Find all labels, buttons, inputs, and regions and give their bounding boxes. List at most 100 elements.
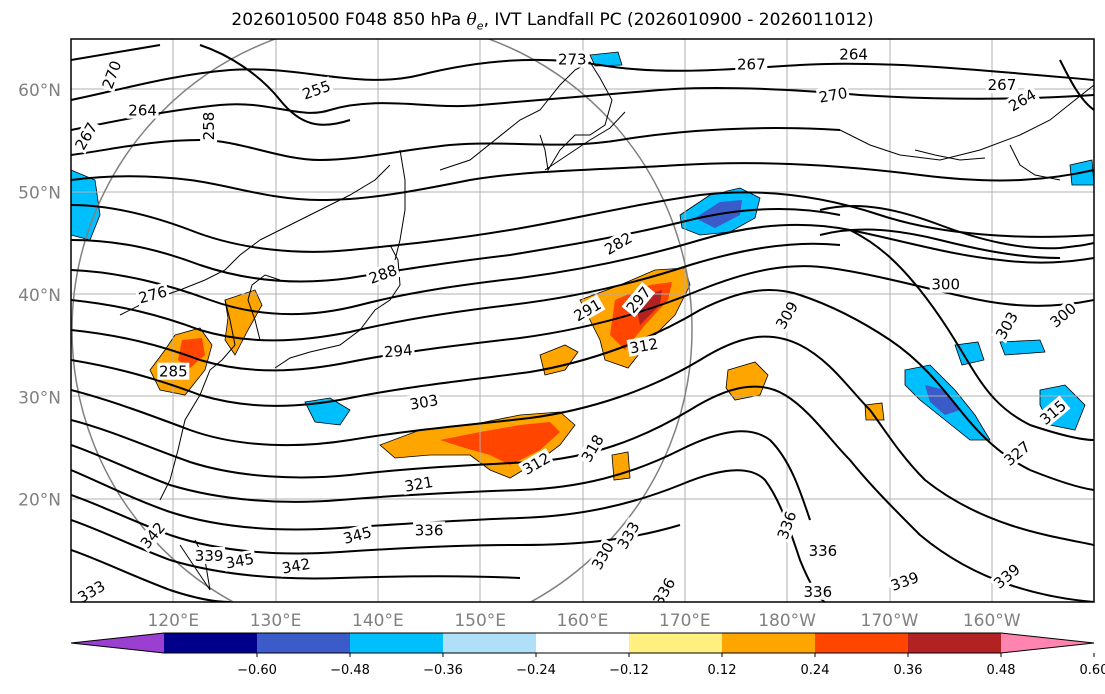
colorbar-tick-label: −0.24 [516,663,556,678]
contour-label-267: 267 [735,55,768,74]
contour-label-267: 267 [985,76,1018,94]
contour-label-text: 294 [383,341,413,361]
contour-label-267: 267 [71,117,101,155]
colorbar-segment [629,633,723,653]
contour-label-text: 336 [803,583,832,601]
colorbar-segment [443,633,537,653]
contour-label-text: 264 [839,45,868,63]
colorbar-tick-label: −0.12 [609,663,649,678]
colorbar-tick-label: 0.12 [708,663,737,678]
contour-label-text: 288 [366,261,399,288]
contour-label-342: 342 [278,554,314,578]
colorbar-segment [350,633,444,653]
contour-label-303: 303 [991,307,1022,344]
colorbar-segment [257,633,351,653]
lat-label-40: 40°N [18,286,61,306]
title-suffix: , IVT Landfall PC (2026010900 - 20260110… [483,10,874,30]
contour-label-text: 273 [558,50,587,68]
contour-label-270: 270 [815,83,851,107]
patch-orange-small1 [864,402,885,421]
contour-label-text: 327 [1001,437,1035,469]
colorbar-segment [815,633,909,653]
chart-title: 2026010500 F048 850 hPa θe, IVT Landfall… [0,10,1105,32]
colorbar: −0.60 −0.48 −0.36 −0.24 −0.12 0.12 0.24 0.36 0.4… [70,632,1105,678]
contour-label-321: 321 [401,472,436,496]
contour-label-text: 345 [224,550,255,573]
contour-label-300: 300 [929,275,962,294]
lon-label-170: 170°E [659,611,711,631]
lon-label-160: 160°E [557,611,609,631]
contour-label-345: 345 [339,522,375,548]
colorbar-tick-label: 0.60 [1080,663,1105,678]
title-theta-symbol: θ [466,10,477,30]
contour-label-text: 276 [137,283,169,308]
contour-label-312: 312 [626,334,662,358]
colorbar-segment [722,633,816,653]
contour-label-285: 285 [157,362,190,381]
contour-label-text: 336 [415,521,444,539]
lon-label-180: 180°W [758,611,816,631]
lat-label-60: 60°N [18,81,61,101]
patch-blue-small1 [589,51,623,67]
colorbar-segment [908,633,1002,653]
contour-label-text: 312 [628,335,659,358]
contour-label-text: 321 [403,473,434,496]
contour-label-text: 339 [195,547,224,565]
contour-label-text: 258 [200,112,218,141]
lat-label-30: 30°N [18,388,61,408]
longitude-labels: 120°E 130°E 140°E 150°E 160°E 170°E 180°W 170°W… [147,611,1020,631]
colorbar-tick-label: −0.36 [423,663,463,678]
lon-label-150: 150°E [454,611,506,631]
colorbar-tick-label: −0.48 [330,663,370,678]
patch-blue-small2 [954,341,985,366]
lat-label-20: 20°N [18,491,61,511]
contour-label-264: 264 [126,101,159,120]
contour-label-text: 255 [300,77,333,104]
contour-label-327: 327 [999,436,1035,470]
contour-label-text: 300 [931,276,960,294]
map-frame [70,38,1095,603]
colorbar-segment [536,633,630,653]
contour-label-276: 276 [135,282,171,308]
contour-label-303: 303 [406,390,442,414]
contour-label-336: 336 [648,573,679,602]
title-prefix: 2026010500 F048 850 hPa [231,10,467,30]
contour-label-text: 267 [737,56,766,74]
contour-label-273: 273 [556,50,589,68]
patch-blue-mid [304,397,351,426]
contour-label-333: 333 [73,575,110,602]
contour-label-294: 294 [381,340,415,361]
colorbar-tick-label: 0.36 [894,663,923,678]
patch-orange-mid [539,344,579,376]
contour-label-270: 270 [97,56,126,93]
contour-label-339: 339 [193,546,226,565]
patch-orange-east [725,361,769,401]
patch-red-west [178,338,205,368]
contour-label-258: 258 [200,110,218,143]
contour-label-text: 270 [99,58,126,91]
contour-label-309: 309 [771,297,802,334]
colorbar-tick-label: −0.60 [237,663,277,678]
colorbar-segment [164,633,258,653]
lat-label-50: 50°N [18,184,61,204]
contour-label-336: 336 [773,507,801,543]
patch-darkblue-se [925,385,960,415]
patch-red-band [440,422,560,465]
contour-label-345: 345 [222,549,257,572]
contour-label-336: 336 [801,582,834,601]
lon-label-130: 130°E [250,611,302,631]
colorbar-tick-label: 0.24 [801,663,830,678]
lon-label-120: 120°E [147,611,199,631]
contour-label-text: 285 [159,363,188,381]
contour-label-336: 336 [413,521,446,539]
title-subscript: e [476,19,484,33]
contour-label-text: 336 [774,509,801,542]
lon-label-200: 160°W [963,611,1021,631]
colorbar-tick-label: 0.48 [987,663,1016,678]
patch-blue-small3 [999,339,1046,356]
latitude-labels: 60°N 50°N 40°N 30°N 20°N [18,81,61,510]
lon-label-140: 140°E [352,611,404,631]
